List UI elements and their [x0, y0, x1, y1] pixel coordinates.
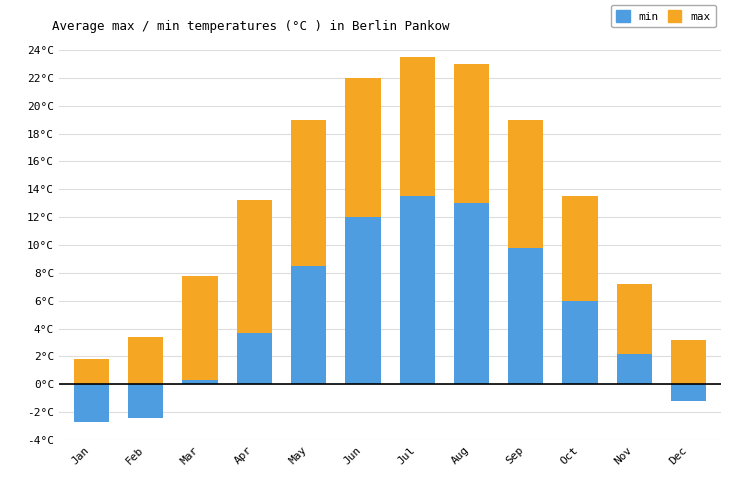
Legend: min, max: min, max [611, 5, 715, 28]
Bar [128, 384, 163, 418]
Bar [617, 284, 652, 384]
Bar [400, 57, 435, 384]
Bar [74, 359, 109, 384]
Bar [671, 384, 707, 401]
Bar [291, 120, 326, 384]
Bar [454, 203, 489, 384]
Bar [508, 120, 543, 384]
Bar [671, 340, 707, 384]
Bar [128, 337, 163, 384]
Bar [562, 196, 598, 384]
Text: Average max / min temperatures (°C ) in Berlin Pankow: Average max / min temperatures (°C ) in … [52, 20, 449, 33]
Bar [183, 276, 218, 384]
Bar [400, 196, 435, 384]
Bar [74, 384, 109, 422]
Bar [562, 300, 598, 384]
Bar [291, 266, 326, 384]
Bar [508, 248, 543, 384]
Bar [345, 78, 381, 384]
Bar [237, 333, 272, 384]
Bar [237, 200, 272, 384]
Bar [345, 217, 381, 384]
Bar [617, 354, 652, 384]
Bar [183, 380, 218, 384]
Bar [454, 64, 489, 384]
